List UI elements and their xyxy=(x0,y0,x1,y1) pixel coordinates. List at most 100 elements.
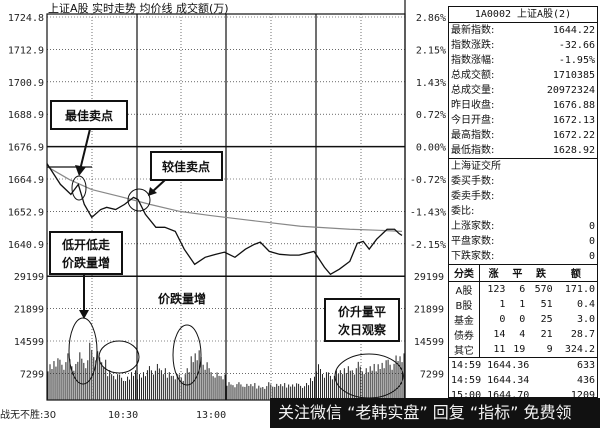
annotation-price-down-volume-up: 价跌量增 xyxy=(158,291,206,306)
tick-price: 1644.34 xyxy=(487,374,530,386)
price-tick: 1688.9 xyxy=(8,110,44,121)
table-row: 基金 0 0 25 3.0 xyxy=(449,311,597,327)
label: 昨日收盘: xyxy=(451,100,495,111)
order-row: 下跌家数: 0 xyxy=(449,249,597,264)
table-cell: 4 xyxy=(519,328,526,340)
price-tick: 1724.8 xyxy=(8,13,44,24)
annotation-price-up-volume-flat: 价升量平 次日观察 xyxy=(324,298,404,399)
order-row: 委买手数: xyxy=(449,174,597,189)
stat-row: 指数涨幅: -1.95% xyxy=(449,53,597,68)
price-tick: 1664.9 xyxy=(8,175,44,186)
label: 委卖手数: xyxy=(451,191,495,202)
label: 上涨家数: xyxy=(451,221,495,232)
value: 1628.92 xyxy=(552,145,595,156)
label: 指数涨幅: xyxy=(451,55,495,66)
volume-tick-left: 7299 xyxy=(20,369,44,380)
value: 1710385 xyxy=(552,70,595,81)
table-cell: 123 xyxy=(487,283,506,295)
tick-price: 1644.70 xyxy=(487,389,530,401)
value: 1672.13 xyxy=(552,115,595,126)
time-label-1300: 13:00 xyxy=(196,410,226,421)
value: -1.95% xyxy=(558,55,595,66)
table-cell: 11 xyxy=(493,343,506,355)
volume-tick-right: 21899 xyxy=(414,305,444,316)
stat-row: 最新指数: 1644.22 xyxy=(449,23,597,38)
label: 最低指数: xyxy=(451,145,495,156)
table-cell: 债券 xyxy=(449,326,480,342)
table-cell: 0 xyxy=(499,313,506,325)
svg-text:次日观察: 次日观察 xyxy=(338,322,387,337)
volume-tick-left: 21899 xyxy=(14,305,44,316)
label: 指数涨跌: xyxy=(451,40,495,51)
price-line xyxy=(46,163,403,276)
svg-text:较佳卖点: 较佳卖点 xyxy=(162,159,210,174)
value: 0 xyxy=(588,236,595,247)
annotation-best-sell: 最佳卖点 xyxy=(50,100,128,201)
tick-row: 14:59 1644.36 633 xyxy=(449,358,597,373)
table-cell: 19 xyxy=(513,343,526,355)
label: 委买手数: xyxy=(451,176,495,187)
value: 0 xyxy=(588,251,595,262)
table-header: 额 xyxy=(554,265,597,282)
label: 下跌家数: xyxy=(451,251,495,262)
table-cell: 171.0 xyxy=(564,283,595,295)
percent-tick: 0.00% xyxy=(416,143,446,154)
percent-tick: 2.86% xyxy=(416,13,446,24)
category-table: 分类涨平跌额 A股 123 6 570 171.0 B股 1 1 51 0.4 基金 0 0 25 3.0 债券… xyxy=(449,265,597,357)
percent-tick: 0.72% xyxy=(416,110,446,121)
value: 1676.88 xyxy=(552,100,595,111)
svg-text:低开低走: 低开低走 xyxy=(61,237,110,252)
value: -32.66 xyxy=(558,40,595,51)
tick-row: 15:00 1644.70 1209 xyxy=(449,388,597,403)
exchange-label: 上海证交所 xyxy=(451,161,501,172)
table-cell: 6 xyxy=(519,283,526,295)
tick-row: 14:59 1644.34 436 xyxy=(449,373,597,388)
table-row: 其它 11 19 9 324.2 xyxy=(449,341,597,357)
time-label-1030: 10:30 xyxy=(108,410,138,421)
stat-row: 总成交量: 20972324 xyxy=(449,83,597,98)
stat-row: 最高指数: 1672.22 xyxy=(449,128,597,143)
tick-price: 1644.36 xyxy=(487,359,530,371)
label: 平盘家数: xyxy=(451,236,495,247)
table-cell: 324.2 xyxy=(564,343,595,355)
table-header: 跌 xyxy=(527,265,555,282)
table-header: 涨 xyxy=(479,265,508,282)
stat-row: 总成交额: 1710385 xyxy=(449,68,597,83)
intraday-chart: 上证A股 实时走势 均价线 成交额(万) 1724.8 1712.9 1700.9 1… xyxy=(0,0,446,421)
annotation-better-sell: 较佳卖点 xyxy=(127,151,223,212)
table-cell: 0 xyxy=(519,313,526,325)
table-cell: 0.4 xyxy=(576,298,595,310)
table-cell: 570 xyxy=(534,283,553,295)
stat-row: 今日开盘: 1672.13 xyxy=(449,113,597,128)
volume-tick-right: 29199 xyxy=(414,272,444,283)
table-cell: 51 xyxy=(540,298,553,310)
label: 委比: xyxy=(451,206,475,217)
chart-title: 上证A股 实时走势 均价线 成交额(万) xyxy=(48,1,229,15)
value: 1644.22 xyxy=(552,25,595,36)
quote-panel: 1A0002 上证A股(2) 最新指数: 1644.22 指数涨跌: -32.66 指数… xyxy=(448,6,598,401)
table-cell: B股 xyxy=(449,296,480,312)
table-cell: A股 xyxy=(449,281,480,297)
label: 总成交量: xyxy=(451,85,495,96)
table-cell: 其它 xyxy=(449,341,480,357)
svg-text:价跌量增: 价跌量增 xyxy=(62,255,110,270)
percent-tick: -0.72% xyxy=(410,175,446,186)
volume-tick-right: 14599 xyxy=(414,337,444,348)
price-tick: 1652.9 xyxy=(8,207,44,218)
table-row: 债券 14 4 21 28.7 xyxy=(449,326,597,342)
order-row: 委比: xyxy=(449,204,597,219)
tick-volume: 1209 xyxy=(570,389,595,401)
average-price-line xyxy=(46,166,403,232)
table-cell: 25 xyxy=(540,313,553,325)
table-cell: 1 xyxy=(499,298,506,310)
order-row: 上涨家数: 0 xyxy=(449,219,597,234)
label: 最高指数: xyxy=(451,130,495,141)
percent-tick: 2.15% xyxy=(416,45,446,56)
volume-circle xyxy=(172,324,202,386)
table-cell: 9 xyxy=(546,343,553,355)
table-row: B股 1 1 51 0.4 xyxy=(449,296,597,312)
table-cell: 28.7 xyxy=(570,328,595,340)
volume-tick-left: 14599 xyxy=(14,337,44,348)
annotation-low-open: 低开低走 价跌量增 xyxy=(49,231,140,385)
time-label-0930: 战无不胜:30 xyxy=(0,409,56,421)
